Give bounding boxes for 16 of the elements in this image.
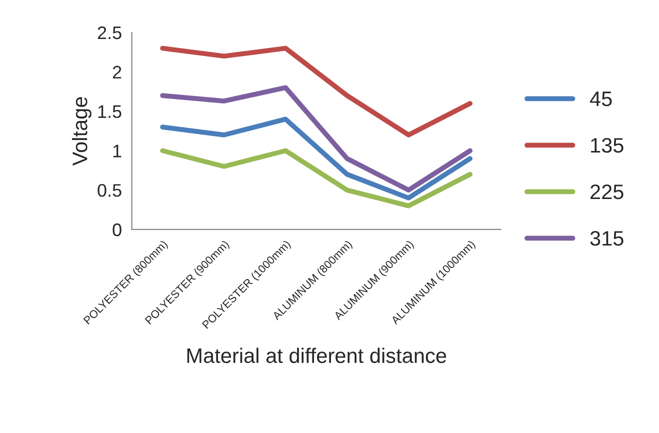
x-axis-title: Material at different distance [187, 348, 446, 364]
line-series [160, 46, 473, 138]
y-tick-label: 2 [112, 66, 122, 78]
y-tick-label: 2.5 [98, 26, 122, 40]
y-tick-label: 0 [112, 223, 122, 236]
line-series [160, 85, 473, 193]
y-tick-label: 1 [113, 144, 122, 158]
legend-label: 45 [590, 92, 612, 106]
legend-label: 225 [590, 184, 624, 200]
line-series [160, 116, 473, 200]
legend-label: 315 [590, 230, 624, 246]
y-axis-title: Voltage [72, 97, 92, 166]
legend-label: 135 [591, 138, 624, 153]
y-tick-label: 1.5 [98, 105, 122, 118]
y-tick-label: 0.5 [98, 184, 122, 197]
line-series [160, 148, 473, 208]
